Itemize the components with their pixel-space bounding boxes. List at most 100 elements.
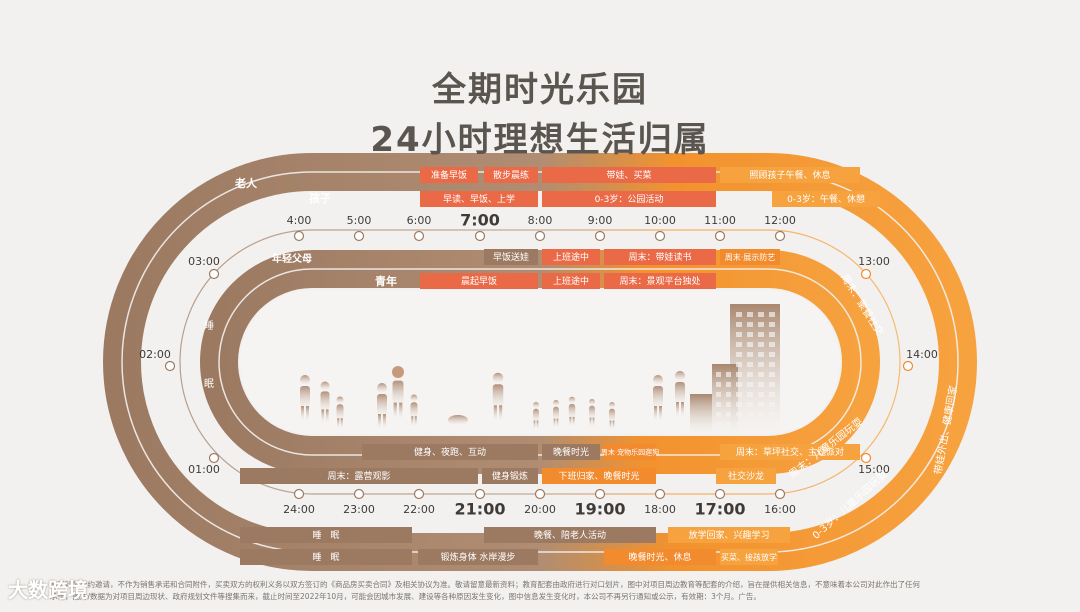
hour-marker [902,360,914,372]
top-hour-label: 12:00 [764,214,796,227]
bottom-lane3-label: 晚餐、陪老人活动 [534,529,606,541]
top-lane4-label: 周末：景观平台独处 [619,275,700,287]
bottom-hour-label: 19:00 [575,500,626,519]
hour-marker [860,268,872,280]
bottom-lane4-label: 晚餐时光、休息 [628,551,691,563]
top-hour-label: 10:00 [644,214,676,227]
bottom-hour-label: 23:00 [343,503,375,516]
hour-marker [774,488,786,500]
bottom-lane2-label-bg [482,468,538,484]
bottom-lane4-label: 锻炼身体 水岸漫步 [441,551,516,563]
top-hour-label: 6:00 [407,214,432,227]
top-hour-label: 7:00 [460,211,500,230]
top-lane1-label-bg [420,167,478,183]
bottom-lane3-label: 放学回家、兴趣学习 [688,529,769,541]
hour-marker [714,230,726,242]
bottom-lane4-label-bg [720,549,778,565]
bottom-hour-label: 22:00 [403,503,435,516]
right-hour-label: 13:00 [858,255,890,268]
hour-marker [353,488,365,500]
label-child: 孩子 [309,191,331,205]
right-hour-label: 14:00 [906,348,938,361]
bottom-hour-label: 21:00 [455,500,506,519]
top-lane3-label-bg [720,249,780,265]
hour-marker [413,230,425,242]
bottom-lane3-label: 睡 眠 [312,529,339,541]
hour-marker [594,488,606,500]
label-elder: 老人 [234,176,258,190]
hour-marker [534,230,546,242]
title-line-2: 24小时理想生活归属 [370,120,710,160]
bottom-lane2-label: 健身锻炼 [492,470,528,482]
label-sleep-2: 眠 [204,378,214,390]
title-line-1: 全期时光乐园 [432,70,648,110]
top-lane3-label: 周末：带娃读书 [628,251,691,263]
bottom-lane2-label: 社交沙龙 [728,470,764,482]
hour-marker [654,230,666,242]
bottom-lane3-label-bg [484,527,656,543]
top-lane1-label: 带娃、买菜 [606,169,651,181]
bottom-lane2-label: 下班归家、晚餐时光 [558,470,639,482]
hour-marker [594,230,606,242]
top-hour-label: 5:00 [347,214,372,227]
bottom-hour-label: 16:00 [764,503,796,516]
top-lane2-label: 0-3岁：公园活动 [595,193,664,205]
bottom-lane1-label-bg [362,444,538,460]
hour-marker [208,268,220,280]
hour-marker [860,452,872,464]
top-lane1-label-bg [484,167,538,183]
top-lane3-label-bg [542,249,600,265]
hour-marker [353,230,365,242]
top-lane3-label: 上班途中 [553,251,589,263]
top-lane3-label: 周末·展示防艺 [725,252,776,262]
top-hour-label: 9:00 [588,214,613,227]
hour-marker [293,230,305,242]
hour-marker [474,488,486,500]
bottom-lane1-label-bg [542,444,600,460]
left-hour-label: 01:00 [188,463,220,476]
right-hour-label: 15:00 [858,463,890,476]
people-illustration [300,366,685,429]
top-lane4-label-bg [604,273,716,289]
bottom-hour-label: 20:00 [524,503,556,516]
bottom-lane2-label-bg [542,468,656,484]
disclaimer-line-1: 本资料为要约邀请，不作为销售承诺和合同附件，买卖双方的权利义务以双方签订的《商品… [50,580,920,589]
top-lane1-label: 散步晨练 [493,169,529,181]
label-youth: 青年 [375,274,397,288]
bottom-lane2-label-bg [716,468,776,484]
bottom-hour-label: 18:00 [644,503,676,516]
bottom-lane2-label-bg [240,468,478,484]
top-lane2-label-bg [420,191,538,207]
top-lane3-label-bg [604,249,716,265]
top-lane2-label: 早读、早饭、上学 [443,193,515,205]
top-lane3-label: 早饭送娃 [493,251,529,263]
top-lane2-label: 0-3岁：午餐、休憩 [787,193,865,205]
bottom-lane1-label: 晚餐时光 [553,446,589,458]
top-hour-label: 4:00 [287,214,312,227]
bottom-lane4-label-bg [240,549,412,565]
top-lane2-label-bg [542,191,716,207]
watermark: 大数跨境 [8,578,88,602]
top-lane3-label-bg [484,249,538,265]
bottom-lane1-label: 周末·宠物乐园遛狗 [601,448,659,457]
bottom-hour-label: 17:00 [695,500,746,519]
bottom-lane3-label-bg [668,527,790,543]
bottom-lane1-label-bg [720,444,860,460]
bottom-lane2-label: 周末：露营观影 [327,470,390,482]
hour-marker [654,488,666,500]
top-hour-label: 8:00 [528,214,553,227]
label-young-parent: 年轻父母 [272,252,312,265]
hour-marker [293,488,305,500]
top-lane1-label-bg [542,167,716,183]
top-lane4-label: 上班途中 [553,275,589,287]
top-lane1-label: 照顾孩子午餐、休息 [749,169,830,181]
label-sleep-1: 睡 [204,319,214,332]
bottom-lane3-label-bg [240,527,412,543]
hour-marker [164,360,176,372]
bottom-lane4-label: 买菜、接孩放学 [721,552,777,562]
hour-marker [474,230,486,242]
bottom-lane1-label-bg [604,444,656,460]
bottom-hour-label: 24:00 [283,503,315,516]
